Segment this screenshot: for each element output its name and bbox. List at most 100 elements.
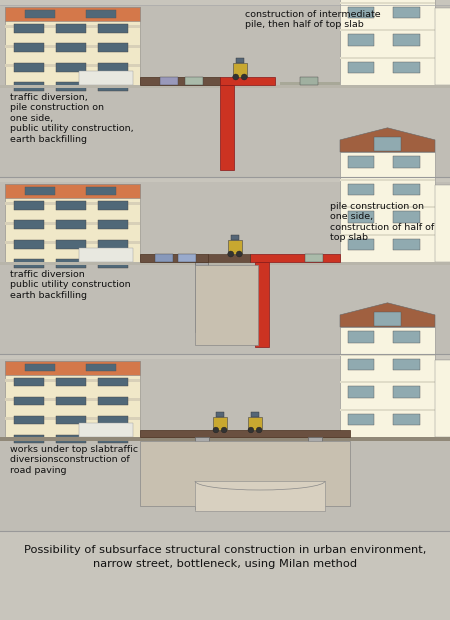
Bar: [340, 29, 435, 31]
Bar: [393, 156, 420, 167]
Bar: [14, 201, 44, 210]
Bar: [347, 358, 374, 370]
Circle shape: [228, 251, 234, 257]
Bar: [347, 211, 374, 223]
Bar: [250, 254, 340, 262]
Bar: [0, 262, 450, 265]
Bar: [79, 248, 133, 262]
Bar: [0, 182, 450, 354]
Bar: [347, 414, 374, 425]
Bar: [308, 437, 322, 509]
Bar: [140, 82, 210, 85]
Bar: [0, 5, 450, 177]
Bar: [14, 240, 44, 249]
Bar: [340, 327, 435, 437]
Bar: [220, 77, 275, 85]
Bar: [0, 437, 450, 441]
Bar: [98, 201, 128, 210]
Bar: [231, 236, 239, 241]
Bar: [25, 187, 55, 195]
Circle shape: [221, 427, 227, 433]
Circle shape: [256, 427, 262, 433]
Bar: [14, 63, 44, 72]
Bar: [340, 381, 435, 383]
Bar: [233, 63, 247, 77]
Text: construction of intermediate
pile, then half of top slab: construction of intermediate pile, then …: [245, 10, 381, 29]
Bar: [5, 417, 140, 420]
Bar: [340, 56, 435, 58]
Bar: [56, 201, 86, 210]
Bar: [56, 259, 86, 268]
Circle shape: [233, 74, 239, 80]
Bar: [86, 10, 116, 17]
Bar: [340, 179, 435, 180]
Bar: [347, 34, 374, 46]
Bar: [5, 361, 140, 437]
Bar: [98, 63, 128, 72]
Bar: [340, 1, 435, 4]
Bar: [435, 8, 450, 85]
Bar: [98, 378, 128, 386]
Bar: [393, 211, 420, 223]
Bar: [56, 221, 86, 229]
Bar: [56, 435, 86, 443]
Text: pile construction on
one side,
construction of half of
top slab: pile construction on one side, construct…: [330, 202, 434, 242]
Bar: [340, 0, 435, 85]
Bar: [393, 34, 420, 46]
Bar: [14, 221, 44, 229]
Text: traffic diversion
public utility construction
earth backfilling: traffic diversion public utility constru…: [10, 270, 130, 300]
Bar: [98, 221, 128, 229]
Bar: [393, 358, 420, 370]
Bar: [98, 435, 128, 443]
Bar: [255, 262, 269, 347]
Circle shape: [241, 74, 247, 80]
Bar: [393, 7, 420, 18]
Bar: [56, 82, 86, 91]
Bar: [160, 77, 178, 85]
Bar: [340, 353, 435, 355]
Circle shape: [213, 427, 219, 433]
Bar: [98, 82, 128, 91]
Bar: [25, 364, 55, 371]
Bar: [5, 184, 140, 198]
Bar: [251, 412, 259, 417]
Bar: [347, 7, 374, 18]
Bar: [5, 361, 140, 374]
Bar: [220, 85, 234, 170]
Bar: [393, 61, 420, 73]
Bar: [374, 138, 401, 151]
Bar: [155, 254, 173, 262]
Bar: [195, 265, 258, 345]
Bar: [140, 441, 350, 506]
Bar: [195, 437, 209, 509]
Text: Possibility of subsurface structural construction in urban environment,: Possibility of subsurface structural con…: [24, 545, 426, 555]
Bar: [216, 412, 224, 417]
Bar: [393, 414, 420, 425]
Bar: [5, 221, 140, 224]
Bar: [14, 82, 44, 91]
Bar: [140, 254, 208, 262]
Bar: [98, 24, 128, 33]
Bar: [98, 415, 128, 424]
Text: traffic diversion,
pile construction on
one side,
public utility construction,
e: traffic diversion, pile construction on …: [10, 93, 134, 144]
Text: works under top slabtraffic
diversionsconstruction of
road paving: works under top slabtraffic diversionsco…: [10, 445, 138, 475]
Bar: [5, 378, 140, 381]
Circle shape: [236, 251, 242, 257]
Bar: [14, 435, 44, 443]
Bar: [14, 397, 44, 405]
Bar: [347, 386, 374, 397]
Bar: [393, 386, 420, 397]
Bar: [0, 85, 450, 88]
Bar: [5, 202, 140, 205]
Bar: [140, 430, 350, 437]
Bar: [213, 417, 226, 430]
Bar: [393, 184, 420, 195]
Bar: [435, 360, 450, 437]
Bar: [5, 7, 140, 21]
Bar: [178, 254, 196, 262]
Bar: [393, 331, 420, 343]
Bar: [347, 61, 374, 73]
Bar: [305, 254, 323, 262]
Bar: [5, 25, 140, 28]
Bar: [208, 254, 250, 262]
